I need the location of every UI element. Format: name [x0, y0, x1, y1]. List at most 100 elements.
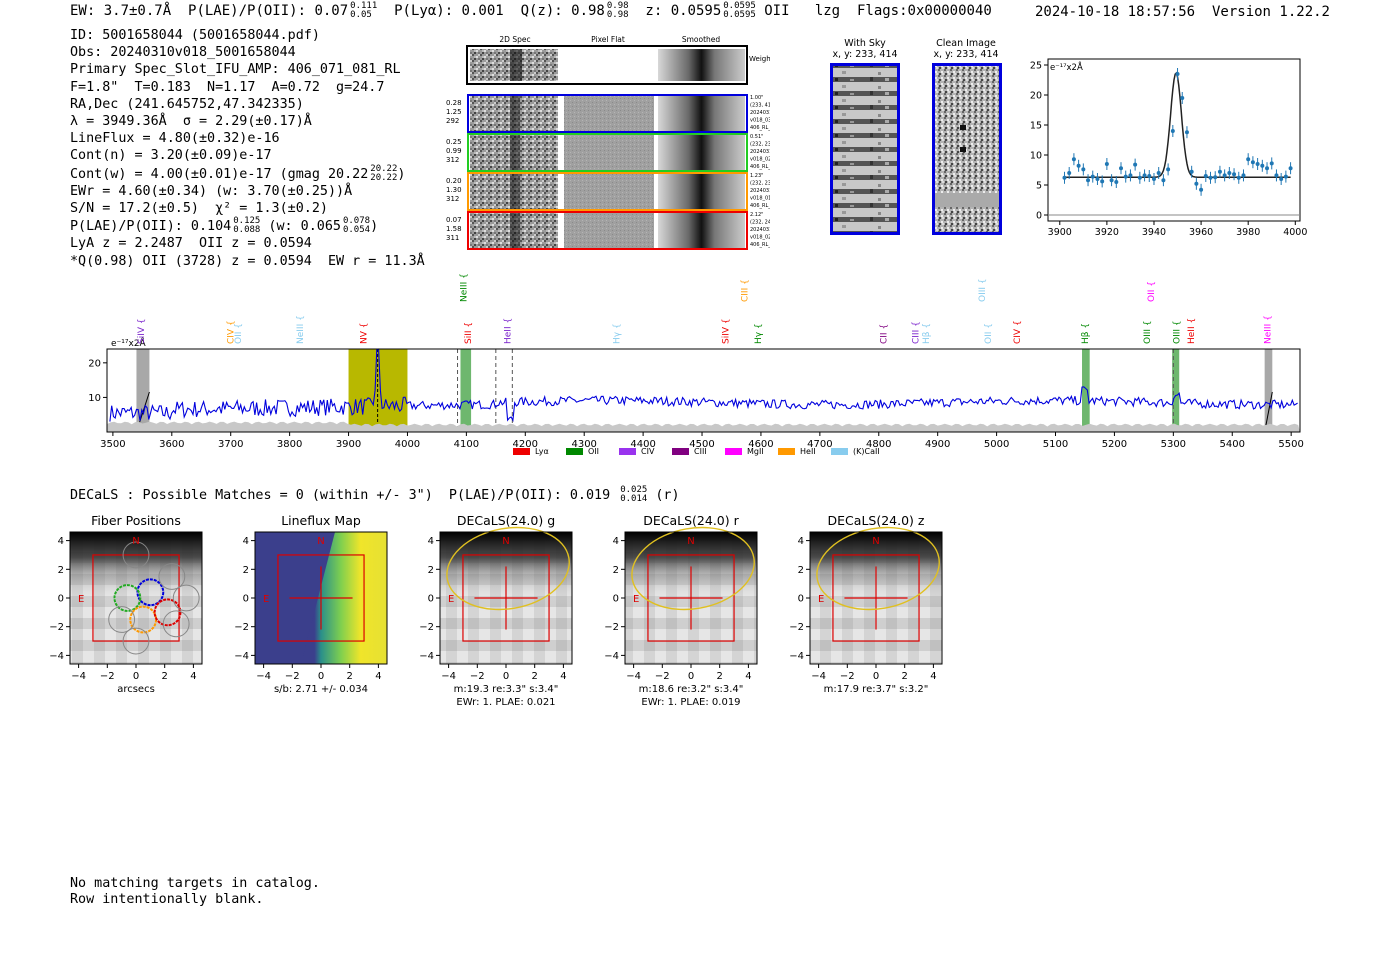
panel-ytick-label: −4 [234, 651, 249, 662]
info-lambda: λ = 3949.36Å σ = 2.29(±0.17)Å [70, 114, 312, 130]
line-marker-label: SiIV { [137, 318, 147, 344]
fit-point [1260, 163, 1265, 168]
panel-title: DECaLS(24.0) g [457, 513, 555, 528]
panel-ytick-label: −2 [604, 622, 619, 633]
fit-point [1123, 174, 1128, 179]
fit-point [1269, 161, 1274, 166]
fit-point [1279, 177, 1284, 181]
panel-xtick-label: −4 [441, 671, 456, 682]
cutout-emission [510, 213, 520, 248]
fit-ytick-label: 20 [1030, 91, 1042, 102]
east-label: E [263, 594, 269, 605]
north-label: N [872, 536, 879, 547]
ew-value: EW: 3.7±0.7Å [70, 3, 172, 19]
fit-xtick-label: 3940 [1142, 227, 1166, 235]
feature-band [1264, 349, 1273, 432]
legend-label: MgII [747, 447, 764, 456]
spectrum-axes [106, 348, 1301, 433]
fit-xtick-label: 3960 [1189, 227, 1213, 235]
fit-point [1067, 171, 1072, 175]
fit-point [1071, 157, 1076, 162]
spectrum-xtick-label: 4500 [689, 439, 714, 450]
panel-ytick-label: 4 [613, 536, 619, 547]
cutout-right-label: 0.51" [750, 134, 763, 140]
spectrum-xtick-label: 4400 [630, 439, 655, 450]
fit-point [1119, 166, 1124, 171]
line-marker-label: CIV { [227, 320, 237, 344]
spectrum-xtick-label: 3800 [277, 439, 302, 450]
legend-swatch [619, 448, 636, 455]
cutout-right-label: 20240310 [750, 149, 770, 155]
spectrum-xtick-label: 4000 [395, 439, 420, 450]
cutout-left-label: 0.20 [446, 177, 462, 185]
fit-ytick-label: 25 [1030, 61, 1042, 72]
fiber-circle [158, 563, 186, 590]
spectrum-xtick-label: 3600 [159, 439, 184, 450]
panel-xtick-label: 2 [717, 671, 723, 682]
panel-caption: m:19.3 re:3.3" s:3.4" [454, 684, 559, 695]
info-contw: Cont(w) = 4.00(±0.01)e-17 (gmag 20.22 20.… [70, 163, 406, 183]
fit-point [1217, 169, 1222, 174]
cutout-emission [510, 135, 520, 170]
line-marker-label: CIII { [911, 321, 921, 344]
fiber-circle [122, 541, 150, 569]
cutout-pixelflat [564, 96, 654, 131]
cutout-emission [510, 174, 520, 209]
fit-point [1222, 173, 1227, 178]
catalog-note: No matching targets in catalog. Row inten… [70, 876, 320, 907]
cutout-right-label: 406_RL_045 [750, 125, 770, 131]
north-label: N [317, 536, 324, 547]
cutout-right-label: v018_03 [750, 118, 770, 124]
panel-xtick-label: −2 [840, 671, 855, 682]
plae-lo: 0.05 [350, 10, 372, 20]
panel-title: Lineflux Map [281, 513, 361, 528]
aperture-box [832, 554, 920, 642]
fit-point [1095, 177, 1100, 181]
line-marker-label: CII { [879, 324, 889, 344]
panel-xtick-label: −2 [470, 671, 485, 682]
plae-hi: 0.111 [350, 1, 378, 11]
cutout-right-label: v018_02 [750, 235, 770, 241]
fit-point [1283, 174, 1288, 179]
line-marker-label: HeII { [504, 318, 514, 344]
fit-point [1213, 175, 1218, 180]
spectrum-xtick-label: 3500 [100, 439, 125, 450]
decals-panel: Fiber Positions N E −4 4 −2 2 0 0 2 −2 4 −4 arcsecs [50, 513, 203, 695]
timestamp: 2024-10-18 18:57:56 [1034, 4, 1196, 20]
fiber-circle [172, 584, 200, 612]
aperture-box [92, 554, 180, 642]
info-q: *Q(0.98) OII (3728) z = 0.0594 EW r = 11… [70, 253, 425, 269]
panel-ytick-label: 0 [613, 594, 619, 605]
panel-caption: arcsecs [117, 684, 155, 695]
fit-point [1265, 166, 1270, 171]
legend-label: (K)CaII [853, 447, 880, 456]
legend-swatch [725, 448, 742, 455]
col-header-smoothed: Smoothed [682, 35, 721, 44]
fit-point [1189, 169, 1194, 174]
detection-info: ID: 5001658044 (5001658044.pdf) Obs: 2024… [70, 27, 425, 270]
panel-xtick-label: 4 [930, 671, 936, 682]
clean-image [932, 63, 1002, 235]
panel-xtick-label: −4 [71, 671, 86, 682]
cutout-smoothed [658, 174, 745, 209]
spectrum-xtick-label: 4300 [571, 439, 596, 450]
z-value: z: 0.0595 [645, 3, 722, 19]
legend-label: Lyα [535, 447, 549, 456]
cutout-left-label: 1.58 [446, 225, 462, 233]
cutout-right-label: (232, 231) [750, 142, 770, 148]
spectrum-xtick-label: 5400 [1220, 439, 1245, 450]
panel-ytick-label: −4 [50, 651, 64, 662]
fit-point [1062, 175, 1067, 180]
fit-point [1175, 72, 1180, 76]
line-marker-label: OIII { [1143, 320, 1153, 344]
panel-ytick-label: 2 [243, 565, 249, 576]
fit-xtick-label: 4000 [1283, 227, 1307, 235]
fit-point [1147, 174, 1152, 178]
cutout-right-label: v018_01 [750, 196, 770, 202]
fit-point [1151, 177, 1156, 181]
east-label: E [633, 594, 639, 605]
panel-ytick-label: −4 [604, 651, 619, 662]
cutout-left-label: 0.25 [446, 138, 462, 146]
panel-caption: m:17.9 re:3.7" s:3.2" [824, 684, 929, 695]
info-plae: P(LAE)/P(OII): 0.104 0.125 0.088 (w: 0.065… [70, 216, 379, 236]
